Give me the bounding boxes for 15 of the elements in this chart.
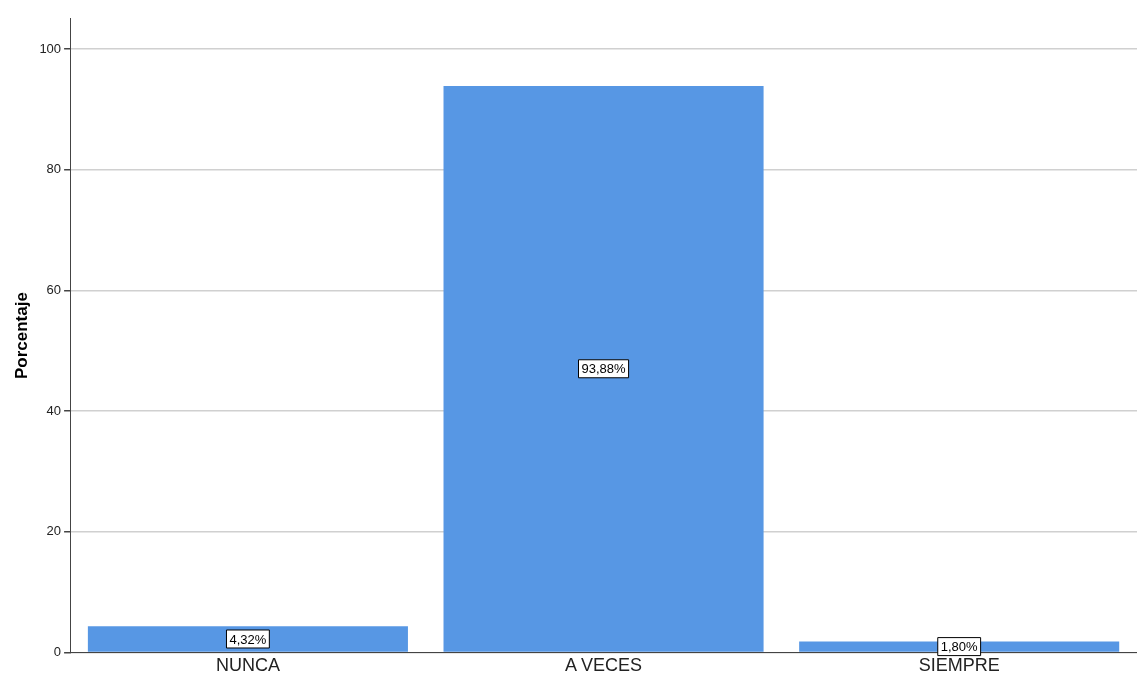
y-tick-label: 60 bbox=[46, 281, 62, 297]
data-label: 93,88% bbox=[581, 361, 627, 377]
x-tick-label: A VECES bbox=[565, 655, 643, 676]
x-tick-label: SIEMPRE bbox=[918, 655, 1000, 676]
y-tick-label: 20 bbox=[46, 523, 62, 539]
y-tick-label: 0 bbox=[53, 643, 62, 659]
y-tick-label: 100 bbox=[39, 40, 62, 56]
y-tick-label: 80 bbox=[46, 161, 62, 177]
bar bbox=[87, 626, 408, 652]
y-axis-title: Porcentaje bbox=[11, 292, 31, 380]
x-tick-label: NUNCA bbox=[215, 655, 280, 676]
data-label: 4,32% bbox=[229, 631, 267, 647]
bar bbox=[443, 85, 764, 652]
data-label: 1,80% bbox=[940, 639, 979, 655]
y-tick-label: 40 bbox=[46, 402, 62, 418]
